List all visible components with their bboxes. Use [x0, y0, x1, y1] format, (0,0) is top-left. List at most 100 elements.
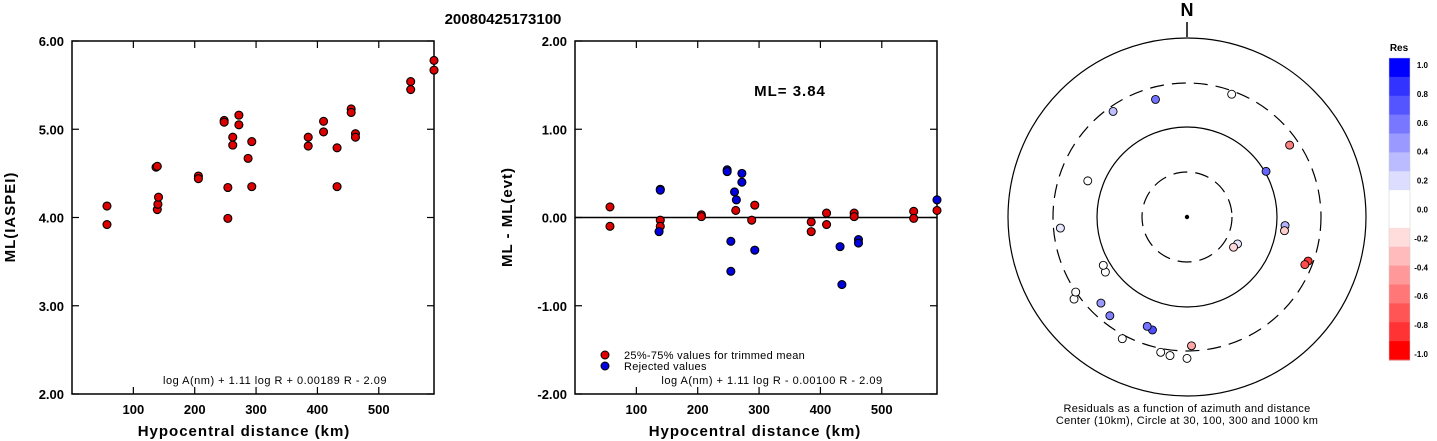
- station-point: [1165, 351, 1175, 361]
- middle-y-ticks: -2.00 -1.00 0.00 1.00 2.00: [537, 34, 937, 402]
- ring-30km: [1141, 171, 1233, 263]
- colorbar-cell: [1389, 265, 1410, 285]
- colorbar-label: -1.0: [1414, 350, 1428, 359]
- data-point: [406, 77, 416, 87]
- left-y-ticks: 2.00 3.00 4.00 5.00 6.00: [39, 34, 434, 402]
- data-point: [319, 127, 329, 137]
- data-point: [228, 132, 238, 142]
- data-point: [429, 65, 439, 75]
- figure-title: 20080425173100: [445, 11, 562, 28]
- north-label: N: [1181, 0, 1194, 20]
- data-point: [346, 107, 356, 118]
- data-point: [750, 200, 760, 210]
- y-tick-label: 5.00: [39, 122, 64, 137]
- y-tick-label: 2.00: [542, 34, 567, 49]
- station-point: [1108, 106, 1118, 116]
- middle-data-points: [605, 165, 942, 290]
- polar-station-points: [1055, 89, 1313, 363]
- colorbar-cells: [1388, 57, 1411, 361]
- station-point: [1300, 260, 1310, 270]
- x-tick-label: 100: [626, 402, 648, 417]
- colorbar-cell: [1389, 341, 1410, 361]
- y-tick-label: 4.00: [39, 211, 64, 226]
- data-point: [853, 238, 864, 248]
- data-point: [655, 185, 665, 195]
- station-point: [1096, 298, 1106, 308]
- data-point: [243, 153, 253, 163]
- colorbar-label: -0.4: [1414, 263, 1428, 272]
- data-point: [837, 280, 847, 290]
- left-data-points: [102, 55, 439, 230]
- left-scatter-panel: 2.00 3.00 4.00 5.00 6.00 100 200 300 400 500 log…: [2, 34, 439, 440]
- colorbar-cell: [1389, 76, 1410, 97]
- data-point: [747, 215, 757, 225]
- colorbar-frame: [1388, 57, 1411, 361]
- station-point: [1182, 353, 1192, 363]
- station-point: [1105, 311, 1115, 321]
- station-point: [1142, 321, 1152, 331]
- y-tick-label: -2.00: [537, 387, 567, 402]
- colorbar-cell: [1389, 58, 1410, 78]
- x-tick-label: 200: [184, 402, 206, 417]
- station-point: [1151, 94, 1160, 104]
- colorbar-labels: 1.0 0.8 0.6 0.4 0.2 0.0 -0.2 -0.4 -0.6 -0.8 -1.0: [1414, 61, 1428, 359]
- colorbar-label: 0.4: [1417, 148, 1429, 157]
- polar-residual-panel: N Residuals as a function of azimuth and…: [1007, 0, 1367, 427]
- colorbar-label: 0.0: [1417, 206, 1429, 215]
- data-point: [696, 212, 706, 222]
- residual-colorbar: Res 1.0 0.8 0.6 0.4 0.2 0.0 -0.2 -0.4 -0.6 -0.8 -1…: [1388, 43, 1429, 361]
- station-point: [1156, 347, 1166, 357]
- data-point: [350, 132, 361, 142]
- data-point: [932, 205, 942, 215]
- data-point: [822, 208, 832, 218]
- data-point: [223, 182, 233, 193]
- data-point: [605, 221, 615, 231]
- station-point: [1229, 242, 1238, 252]
- colorbar-cell: [1389, 152, 1410, 172]
- y-tick-label: 0.00: [542, 211, 567, 226]
- ring-100km: [1096, 126, 1278, 308]
- left-plot-frame: [71, 40, 435, 395]
- data-point: [332, 182, 342, 192]
- data-point: [228, 140, 238, 150]
- data-point: [731, 195, 741, 205]
- ring-1000km: [1007, 37, 1367, 397]
- x-tick-label: 500: [871, 402, 893, 417]
- colorbar-label: -0.2: [1414, 234, 1428, 243]
- y-tick-label: 6.00: [39, 34, 64, 49]
- x-tick-label: 400: [307, 402, 329, 417]
- ml-annotation: ML= 3.84: [754, 83, 826, 100]
- colorbar-cell: [1389, 171, 1410, 191]
- polar-caption-line1: Residuals as a function of azimuth and d…: [1063, 403, 1310, 415]
- colorbar-cell: [1389, 133, 1410, 153]
- legend-marker-trimmed: [600, 350, 610, 360]
- colorbar-label: 1.0: [1417, 61, 1429, 70]
- x-tick-label: 300: [245, 402, 267, 417]
- colorbar-label: -0.6: [1414, 292, 1428, 301]
- y-tick-label: 3.00: [39, 299, 64, 314]
- data-point: [234, 120, 244, 130]
- middle-x-ticks: 100 200 300 400 500: [626, 41, 893, 417]
- station-point: [1055, 223, 1065, 233]
- colorbar-cell: [1389, 227, 1410, 248]
- data-point: [605, 202, 615, 212]
- data-point: [726, 236, 736, 246]
- left-formula: log A(nm) + 1.11 log R + 0.00189 R - 2.0…: [163, 375, 387, 387]
- data-point: [726, 266, 736, 276]
- colorbar-label: 0.2: [1417, 177, 1429, 186]
- colorbar-cell: [1389, 246, 1410, 267]
- middle-legend: 25%-75% values for trimmed mean Rejected…: [600, 350, 805, 373]
- data-point: [737, 177, 747, 187]
- data-point: [849, 212, 859, 222]
- data-point: [729, 187, 740, 197]
- data-point: [722, 167, 732, 177]
- colorbar-cell: [1389, 303, 1410, 323]
- data-point: [102, 220, 112, 230]
- left-x-ticks: 100 200 300 400 500: [123, 41, 390, 417]
- ring-300km: [1052, 82, 1322, 352]
- station-point: [1098, 260, 1108, 270]
- left-x-axis-label: Hypocentral distance (km): [138, 423, 351, 440]
- station-point: [1083, 176, 1093, 186]
- data-point: [303, 132, 313, 142]
